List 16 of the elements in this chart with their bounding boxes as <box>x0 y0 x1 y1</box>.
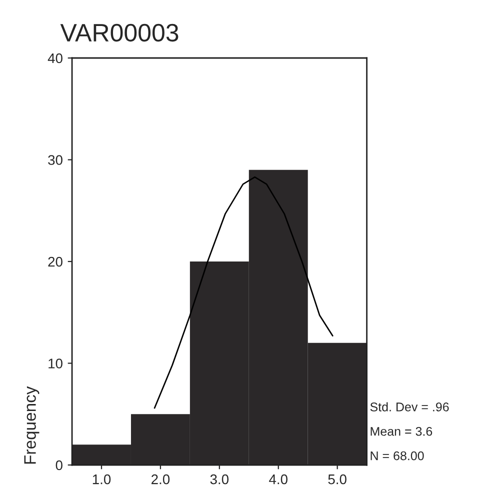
y-tick-label: 30 <box>48 155 62 165</box>
text: N = 68.00 <box>370 451 424 460</box>
line-series <box>154 176 334 409</box>
x-tick-label: 3.0 <box>210 474 229 484</box>
chart-title: VAR00003 <box>60 24 178 42</box>
y-tick-label: 40 <box>48 53 62 64</box>
x-tick-label: 5.0 <box>328 474 346 484</box>
y-tick-label: 10 <box>48 358 62 368</box>
y-axis-title: Frequency <box>24 386 40 464</box>
text: Std. Dev = .96 <box>370 402 449 412</box>
x-tick-label: 1.0 <box>92 474 111 484</box>
y-tick-label: 20 <box>48 256 62 267</box>
text: Mean = 3.6 <box>370 426 432 436</box>
y-tick-label: 0 <box>56 460 62 470</box>
x-tick-label: 2.0 <box>152 474 170 484</box>
x-tick-label: 4.0 <box>269 474 288 484</box>
